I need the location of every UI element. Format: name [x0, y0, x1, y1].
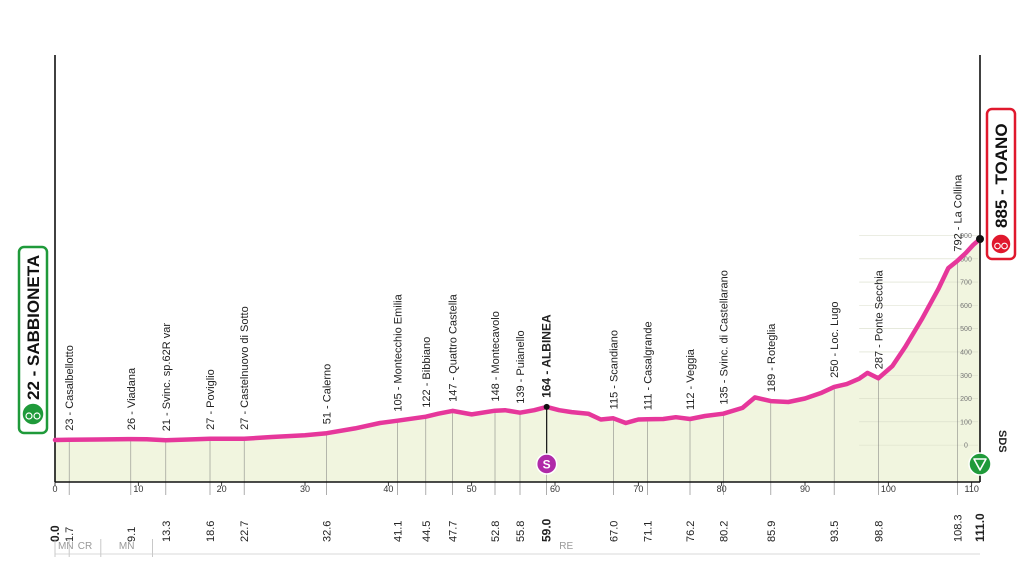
- waypoint-label: 21 - Svinc. sp.62R var: [161, 323, 173, 432]
- waypoint-km-label: 71.1: [643, 521, 655, 542]
- sprint-icon: [535, 453, 558, 475]
- waypoint-km-label: 55.8: [515, 521, 527, 542]
- waypoint-label: 51 - Calerno: [322, 364, 334, 425]
- x-tick-label: 70: [633, 484, 643, 494]
- altitude-tick-label: 800: [960, 256, 972, 263]
- waypoint-km-label: 85.9: [766, 521, 778, 542]
- finish-bike-wheel: [1001, 242, 1008, 250]
- waypoint-km-label: 1.7: [64, 527, 76, 542]
- waypoint-label: 111 - Casalgrande: [643, 321, 655, 410]
- waypoint-label: 27 - Castelnuovo di Sotto: [239, 306, 251, 430]
- waypoint-km-label: 76.2: [685, 521, 697, 542]
- altitude-tick-label: 200: [960, 396, 972, 403]
- waypoint-km-label: 13.3: [161, 521, 173, 542]
- profile-line-layer: [52, 236, 983, 443]
- waypoint-label: 792 - La Collina: [953, 174, 965, 252]
- start-box: 22 - SABBIONETA: [17, 245, 49, 435]
- zone-layer: MN CR MN RE: [54, 539, 980, 557]
- finish-box-frame: [985, 107, 1017, 261]
- waypoint-km-label: 52.8: [490, 521, 502, 542]
- finish-box: 885 - TOANO: [985, 107, 1017, 261]
- waypoint-label: 135 - Svinc. di Castellarano: [718, 270, 730, 405]
- x-tick-label: 50: [467, 484, 477, 494]
- altitude-tick-label: 600: [960, 303, 972, 310]
- waypoint-km-label: 80.2: [718, 521, 730, 542]
- waypoint-label: 23 - Casalbellotto: [64, 345, 76, 431]
- zone-label: MN: [119, 541, 135, 552]
- start-box-label: 22 - SABBIONETA: [24, 255, 43, 400]
- altitude-tick-label: 300: [960, 373, 972, 380]
- waypoint-km-label: 93.5: [829, 521, 841, 542]
- waypoint-label: 147 - Quattro Castella: [448, 293, 460, 401]
- zone-label: MN: [58, 541, 74, 552]
- sprint-icon-label: S: [543, 458, 551, 472]
- waypoint-label: 26 - Viadana: [126, 367, 138, 430]
- x-tick-label: 90: [800, 484, 810, 494]
- waypoint-label: 122 - Bibbiano: [421, 337, 433, 408]
- altitude-tick-label: 900: [960, 233, 972, 240]
- profile-line: [52, 236, 983, 443]
- x-tick-label: 0: [52, 484, 57, 494]
- x-tick-label: 110: [964, 484, 978, 494]
- zone-label: CR: [78, 541, 92, 552]
- waypoint-km-label: 108.3: [953, 514, 965, 542]
- x-tick-label: 20: [217, 484, 227, 494]
- finish-triangle-icon: [973, 458, 987, 471]
- waypoint-km-label: 32.6: [322, 521, 334, 542]
- start-km-label: 0.0: [48, 525, 62, 542]
- altitude-tick-label: 500: [960, 326, 972, 333]
- sprint-profile-dot: [543, 403, 550, 410]
- waypoint-label: 112 - Veggia: [685, 348, 697, 410]
- finish-km-label: 111.0: [973, 513, 987, 542]
- waypoint-km-label: 98.8: [873, 521, 885, 542]
- altitude-tick-label: 0: [964, 443, 968, 450]
- waypoint-km-label: 18.6: [205, 521, 217, 542]
- waypoint-label: 189 - Roteglia: [766, 323, 778, 392]
- x-tick-label: 60: [550, 484, 560, 494]
- start-bike-wheel: [33, 412, 41, 420]
- waypoint-label: 287 - Ponte Secchia: [873, 269, 885, 369]
- waypoint-km-label: 41.1: [393, 521, 405, 542]
- start-bike-wheel: [25, 412, 33, 420]
- waypoint-label-layer: 23 - Casalbellotto 1.7 26 - Viadana 9.1 21 -…: [48, 174, 987, 542]
- profile-fill-layer: [55, 239, 980, 482]
- altitude-tick-label: 400: [960, 349, 972, 356]
- finish-box-label: 885 - TOANO: [992, 123, 1011, 228]
- waypoint-km-label: 9.1: [126, 527, 138, 542]
- finish-note: SDS: [996, 430, 1008, 453]
- waypoint-label: 105 - Montecchio Emilia: [393, 293, 405, 411]
- x-tick-label: 10: [133, 484, 143, 494]
- waypoint-label: 250 - Loc. Lugo: [829, 301, 841, 377]
- waypoint-label: 164 - ALBINEA: [540, 314, 554, 398]
- waypoint-km-label: 44.5: [421, 521, 433, 542]
- waypoint-label: 148 - Montecavolo: [490, 311, 502, 402]
- waypoint-km-label: 47.7: [448, 521, 460, 542]
- start-bike-icon: [21, 402, 45, 426]
- waypoint-label: 139 - Puianello: [515, 330, 527, 403]
- finish-profile-dot: [976, 235, 984, 243]
- x-tick-label: 80: [717, 484, 727, 494]
- waypoint-km-label: 59.0: [540, 518, 554, 542]
- marker-layer: 22 - SABBIONETA 885 - TOANO S SDS: [17, 107, 1017, 476]
- waypoint-label: 27 - Poviglio: [205, 369, 217, 430]
- altitude-tick-label: 700: [960, 280, 972, 287]
- finish-arrival-icon: [968, 452, 992, 476]
- finish-bike-wheel: [994, 242, 1001, 250]
- finish-bike-icon: [990, 233, 1012, 255]
- waypoint-km-label: 67.0: [608, 521, 620, 542]
- waypoint-km-label: 22.7: [239, 521, 251, 542]
- axis-layer: 0 10 20 30 40 50 60 70 80 90 100 110: [52, 55, 981, 495]
- profile-area-fill: [55, 239, 980, 482]
- x-tick-label: 30: [300, 484, 310, 494]
- altitude-tick-label: 100: [960, 419, 972, 426]
- x-tick-label: 40: [383, 484, 393, 494]
- waypoint-label: 115 - Scandiano: [608, 330, 620, 409]
- x-tick-label: 100: [881, 484, 896, 494]
- zone-label: RE: [559, 541, 573, 552]
- start-box-frame: [17, 245, 49, 435]
